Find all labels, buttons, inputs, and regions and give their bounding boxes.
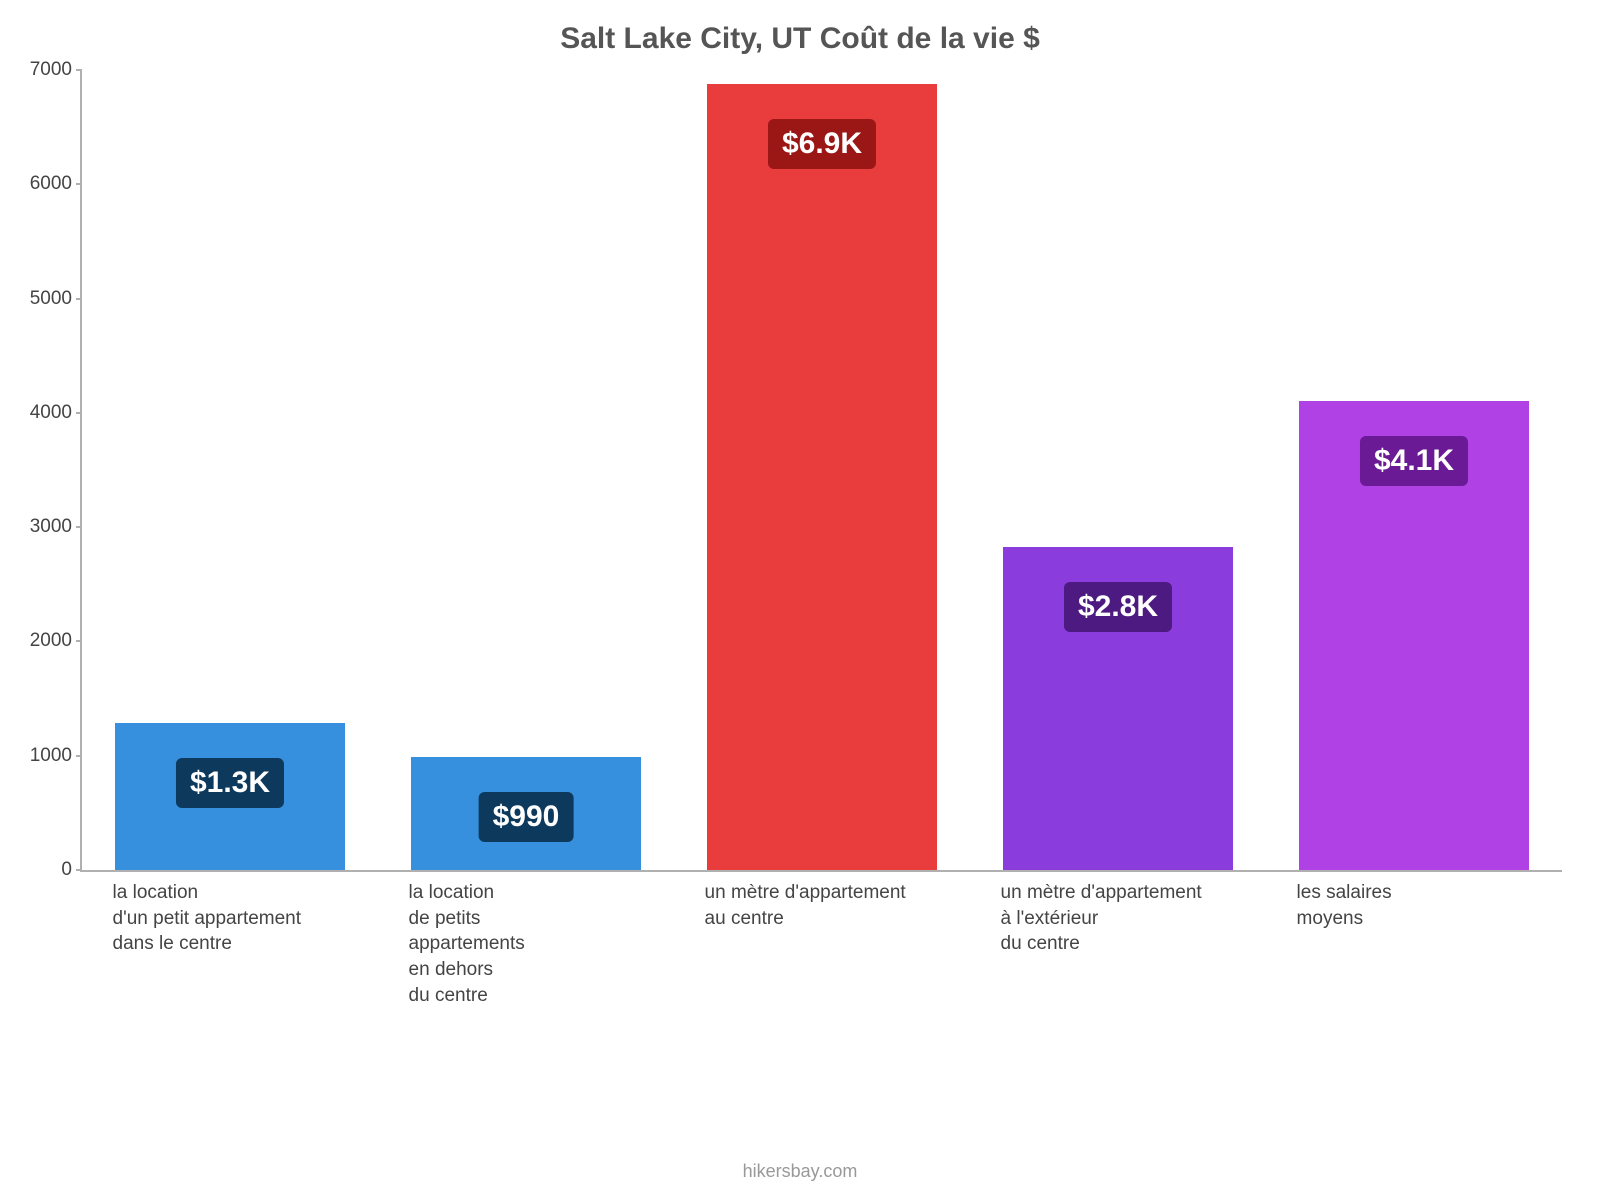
y-tick-mark <box>76 526 82 528</box>
y-tick-mark <box>76 183 82 185</box>
y-tick-mark <box>76 869 82 871</box>
y-tick-label: 6000 <box>12 173 72 195</box>
chart-container: Salt Lake City, UT Coût de la vie $ 0 100… <box>0 0 1600 1200</box>
x-axis-labels: la locationd'un petit appartementdans le… <box>80 880 1560 1130</box>
y-tick-mark <box>76 412 82 414</box>
y-tick-mark <box>76 755 82 757</box>
footer-credit: hikersbay.com <box>0 1161 1600 1182</box>
bar <box>707 84 938 870</box>
bar-value-label: $6.9K <box>768 119 876 169</box>
x-category-label: la locationd'un petit appartementdans le… <box>113 880 374 957</box>
bar-value-label: $990 <box>479 792 574 842</box>
y-tick-label: 2000 <box>12 630 72 652</box>
y-tick-label: 1000 <box>12 745 72 767</box>
y-tick-mark <box>76 69 82 71</box>
x-category-label: les salairesmoyens <box>1297 880 1558 931</box>
y-tick-mark <box>76 640 82 642</box>
chart-title: Salt Lake City, UT Coût de la vie $ <box>0 22 1600 56</box>
bar-value-label: $1.3K <box>176 758 284 808</box>
x-category-label: un mètre d'appartementà l'extérieurdu ce… <box>1001 880 1262 957</box>
y-tick-label: 3000 <box>12 516 72 538</box>
y-tick-label: 0 <box>12 859 72 881</box>
bar-value-label: $2.8K <box>1064 582 1172 632</box>
y-tick-label: 5000 <box>12 288 72 310</box>
y-tick-mark <box>76 298 82 300</box>
bar-value-label: $4.1K <box>1360 436 1468 486</box>
x-category-label: un mètre d'appartementau centre <box>705 880 966 931</box>
y-tick-label: 7000 <box>12 59 72 81</box>
x-category-label: la locationde petitsappartementsen dehor… <box>409 880 670 1008</box>
y-tick-label: 4000 <box>12 402 72 424</box>
plot-area: 01000200030004000500060007000$1.3K$990$6… <box>80 70 1562 872</box>
